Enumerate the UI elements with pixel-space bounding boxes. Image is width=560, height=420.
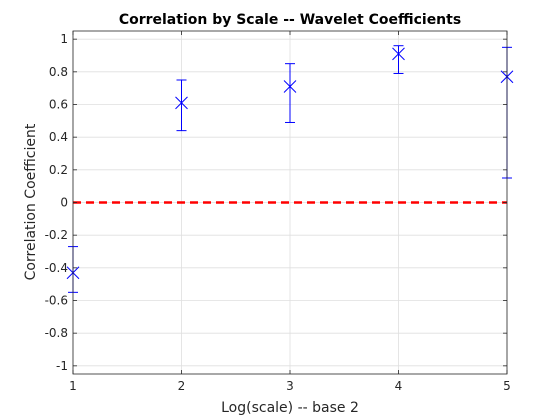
y-tick-label: 0.2: [49, 163, 68, 177]
y-tick-label: -0.8: [45, 326, 68, 340]
x-axis-label: Log(scale) -- base 2: [221, 400, 359, 416]
y-tick-label: -0.6: [45, 294, 68, 308]
y-tick-label: 1: [60, 32, 68, 46]
y-axis-label: Correlation Coefficient: [23, 123, 39, 280]
x-tick-label: 4: [395, 379, 403, 393]
marker-stroke: [283, 80, 297, 93]
y-tick-label: 0.6: [49, 98, 68, 112]
marker-stroke: [392, 47, 405, 61]
axis-ticks: [72, 31, 508, 374]
x-tick-label: 5: [503, 379, 511, 393]
y-tick-label: -1: [56, 359, 68, 373]
data-point-marker: [392, 47, 405, 61]
y-tick-labels: -1 -0.8 -0.6 -0.4 -0.2 0 0.2 0.4 0.6 0.8 1: [45, 32, 68, 373]
x-tick-label: 1: [69, 379, 77, 393]
marker-stroke: [175, 96, 188, 110]
x-tick-label: 3: [286, 379, 294, 393]
x-tick-labels: 1 2 3 4 5: [69, 379, 511, 393]
chart-title: Correlation by Scale -- Wavelet Coeffici…: [119, 12, 461, 28]
data-point-marker: [175, 96, 188, 110]
y-tick-label: 0.8: [49, 65, 68, 79]
y-tick-label: -0.4: [45, 261, 68, 275]
y-tick-label: 0: [60, 196, 68, 210]
data-point-marker: [283, 80, 297, 93]
y-tick-label: -0.2: [45, 228, 68, 242]
y-tick-label: 0.4: [49, 130, 68, 144]
x-tick-label: 2: [178, 379, 186, 393]
